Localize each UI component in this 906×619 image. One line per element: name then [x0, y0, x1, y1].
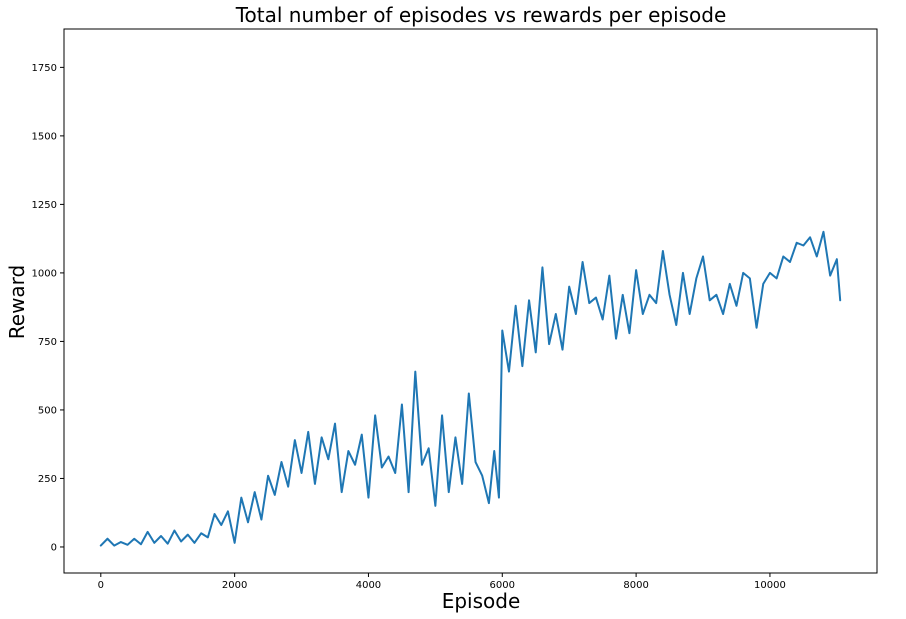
chart-title: Total number of episodes vs rewards per …: [235, 3, 727, 27]
y-tick-label: 1250: [32, 200, 57, 211]
y-tick-label: 500: [38, 405, 57, 416]
y-axis-ticks: 0 250 500 750 1000 1250 1500 1750: [32, 63, 64, 553]
y-tick-label: 250: [38, 474, 57, 485]
x-tick-label: 8000: [623, 580, 648, 591]
y-tick-label: 750: [38, 337, 57, 348]
y-tick-label: 0: [51, 542, 57, 553]
y-tick-label: 1000: [32, 268, 57, 279]
y-tick-label: 1500: [32, 131, 57, 142]
x-tick-label: 4000: [356, 580, 381, 591]
y-tick-label: 1750: [32, 63, 57, 74]
x-axis-ticks: 0 2000 4000 6000 8000 10000: [98, 573, 786, 591]
reward-series-line: [99, 230, 842, 547]
x-tick-label: 6000: [490, 580, 515, 591]
y-axis-label: Reward: [5, 265, 29, 339]
x-tick-label: 10000: [754, 580, 786, 591]
plot-area: [63, 28, 878, 574]
x-tick-label: 2000: [222, 580, 247, 591]
x-axis-label: Episode: [442, 589, 521, 613]
x-tick-label: 0: [98, 580, 104, 591]
